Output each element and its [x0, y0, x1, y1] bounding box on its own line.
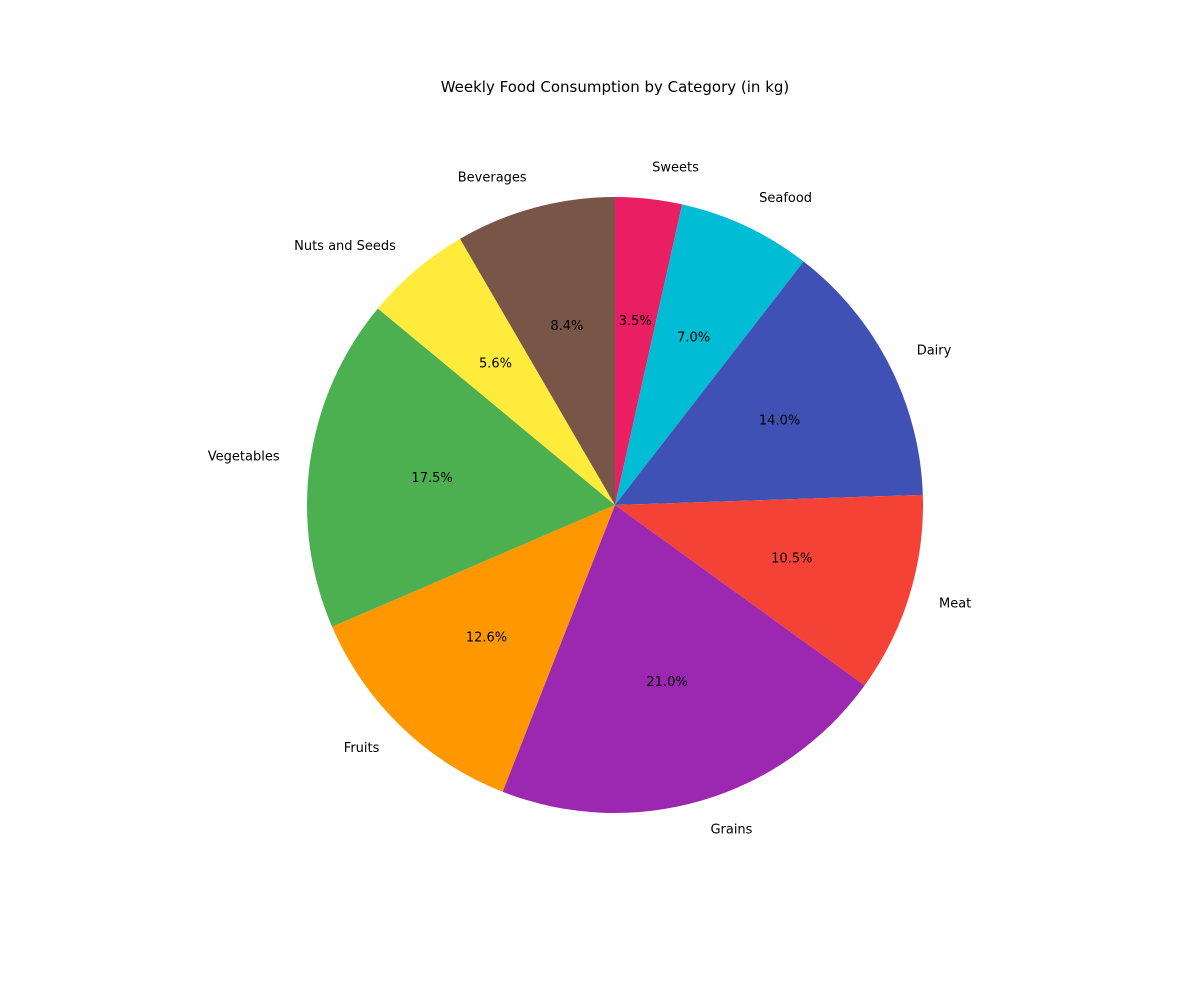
slice-label-vegetables: Vegetables	[208, 449, 280, 464]
slice-label-meat: Meat	[939, 597, 971, 612]
pie-slice-vegetables	[306, 308, 615, 627]
pie-slices	[306, 197, 923, 813]
slice-percent-vegetables: 17.5%	[411, 471, 452, 486]
slice-label-beverages: Beverages	[458, 170, 527, 185]
slice-percent-seafood: 7.0%	[677, 330, 710, 345]
slice-label-seafood: Seafood	[759, 191, 812, 206]
pie-slice-dairy	[615, 261, 923, 505]
slice-label-dairy: Dairy	[917, 343, 952, 358]
pie-slice-nuts-and-seeds	[377, 238, 615, 505]
slice-percent-grains: 21.0%	[646, 675, 687, 690]
pie-slice-meat	[615, 494, 923, 686]
pie-slice-beverages	[460, 197, 615, 505]
slice-percent-nuts-and-seeds: 5.6%	[479, 357, 512, 372]
pie-slice-seafood	[615, 204, 804, 505]
slice-percent-sweets: 3.5%	[619, 314, 652, 329]
slice-label-grains: Grains	[710, 823, 752, 838]
chart-title: Weekly Food Consumption by Category (in …	[441, 78, 790, 96]
pie-slice-grains	[502, 505, 865, 813]
slice-percent-dairy: 14.0%	[759, 413, 800, 428]
slice-percent-beverages: 8.4%	[550, 319, 583, 334]
slice-percent-fruits: 12.6%	[466, 630, 507, 645]
slice-label-nuts-and-seeds: Nuts and Seeds	[294, 239, 396, 254]
slice-percent-meat: 10.5%	[771, 552, 812, 567]
pie-slice-fruits	[332, 505, 615, 792]
slice-label-sweets: Sweets	[652, 161, 699, 176]
slice-label-fruits: Fruits	[344, 741, 380, 756]
pie-labels: Sweets 3.5% Seafood 7.0% Dairy 14.0% Meat 10.5%…	[208, 161, 971, 838]
pie-slice-sweets	[615, 197, 683, 505]
